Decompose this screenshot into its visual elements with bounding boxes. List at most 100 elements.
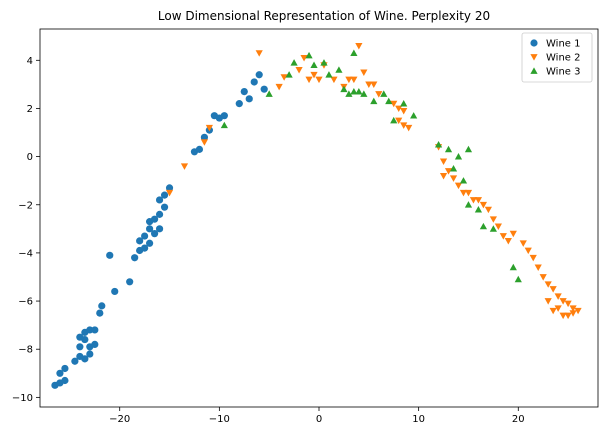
data-point bbox=[260, 85, 268, 93]
data-point bbox=[459, 177, 468, 184]
legend: Wine 1 Wine 2 Wine 3 bbox=[521, 32, 593, 83]
data-point bbox=[514, 275, 522, 283]
data-point bbox=[111, 287, 119, 296]
data-point bbox=[385, 97, 393, 105]
data-point bbox=[375, 91, 383, 98]
data-point bbox=[489, 225, 497, 232]
data-point bbox=[195, 145, 204, 153]
data-point bbox=[524, 247, 532, 255]
data-point bbox=[449, 165, 458, 172]
y-tick-label: −4 bbox=[18, 248, 33, 259]
data-point bbox=[350, 49, 358, 56]
data-point bbox=[76, 343, 84, 351]
data-point bbox=[165, 184, 174, 192]
data-point bbox=[549, 307, 557, 315]
chart-title: Low Dimensional Representation of Wine. … bbox=[158, 9, 490, 23]
data-point bbox=[454, 153, 463, 160]
data-point bbox=[155, 225, 164, 233]
y-tick-label: −10 bbox=[12, 393, 33, 404]
data-point bbox=[370, 81, 378, 88]
data-point bbox=[250, 78, 258, 86]
x-tick-label: 10 bbox=[412, 414, 425, 425]
data-point bbox=[340, 85, 348, 93]
data-point bbox=[320, 59, 328, 66]
data-point bbox=[464, 201, 473, 208]
data-point bbox=[454, 182, 463, 190]
data-point bbox=[61, 376, 69, 385]
data-points bbox=[51, 42, 582, 389]
data-point bbox=[449, 175, 458, 182]
data-point bbox=[509, 263, 517, 271]
data-point bbox=[310, 61, 318, 68]
data-point bbox=[360, 90, 368, 97]
data-point bbox=[91, 340, 99, 349]
data-point bbox=[395, 117, 403, 125]
data-point bbox=[350, 87, 358, 95]
data-point bbox=[400, 122, 408, 129]
data-point bbox=[534, 264, 542, 271]
data-point bbox=[285, 71, 293, 78]
data-point bbox=[569, 310, 577, 317]
data-point bbox=[400, 100, 408, 107]
data-point bbox=[275, 83, 283, 91]
data-point bbox=[220, 121, 228, 129]
data-point bbox=[255, 50, 263, 57]
data-point bbox=[509, 230, 517, 238]
data-point bbox=[305, 51, 313, 59]
legend-label: Wine 1 bbox=[546, 39, 580, 50]
data-point bbox=[494, 223, 502, 231]
data-point bbox=[370, 97, 378, 105]
data-point bbox=[165, 189, 174, 197]
data-point bbox=[141, 244, 149, 252]
data-point bbox=[355, 42, 363, 50]
data-point bbox=[499, 233, 507, 240]
data-point bbox=[305, 76, 313, 84]
legend-marker bbox=[530, 67, 538, 74]
data-point bbox=[315, 76, 323, 84]
data-point bbox=[146, 239, 154, 247]
data-point bbox=[81, 355, 89, 363]
data-point bbox=[86, 326, 94, 334]
data-point bbox=[444, 168, 453, 175]
data-point bbox=[146, 225, 154, 233]
data-point bbox=[325, 71, 333, 78]
data-point bbox=[390, 116, 398, 124]
data-point bbox=[245, 95, 253, 103]
data-point bbox=[310, 71, 318, 79]
x-tick-label: −20 bbox=[109, 414, 130, 425]
data-point bbox=[544, 281, 552, 288]
data-point bbox=[235, 100, 243, 108]
data-point bbox=[504, 237, 512, 245]
y-tick-label: 0 bbox=[27, 152, 33, 163]
data-point bbox=[564, 312, 572, 320]
data-point bbox=[479, 222, 488, 230]
x-axis: −20 −10 0 10 20 bbox=[109, 407, 525, 425]
data-point bbox=[160, 191, 169, 199]
data-point bbox=[106, 251, 114, 259]
data-point bbox=[300, 55, 308, 62]
data-point bbox=[529, 254, 537, 262]
data-point bbox=[220, 112, 228, 120]
y-tick-label: −2 bbox=[18, 200, 33, 211]
data-point bbox=[345, 76, 353, 84]
data-point bbox=[484, 206, 492, 214]
data-point bbox=[180, 163, 189, 170]
data-point bbox=[569, 305, 577, 312]
data-point bbox=[61, 364, 69, 373]
series-3 bbox=[220, 49, 522, 283]
data-point bbox=[519, 240, 527, 247]
data-point bbox=[345, 90, 353, 97]
data-point bbox=[150, 215, 159, 223]
data-point bbox=[255, 71, 263, 79]
data-point bbox=[564, 300, 572, 308]
data-point bbox=[86, 350, 94, 358]
data-point bbox=[360, 69, 368, 76]
data-point bbox=[405, 124, 413, 132]
x-tick-label: 20 bbox=[512, 414, 525, 425]
series-2 bbox=[165, 42, 582, 320]
data-point bbox=[439, 158, 448, 166]
data-point bbox=[474, 205, 483, 213]
x-tick-label: 0 bbox=[316, 414, 322, 425]
data-point bbox=[131, 254, 139, 262]
